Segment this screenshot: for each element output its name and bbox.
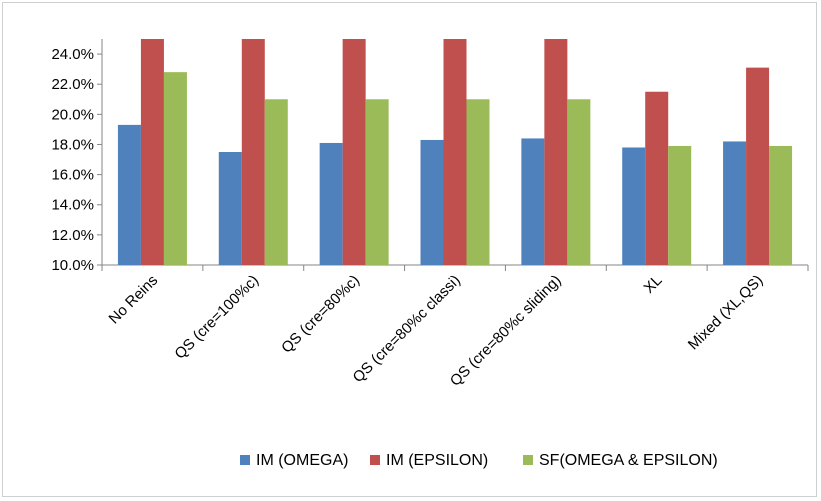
legend-label: SF(OMEGA & EPSILON): [539, 452, 718, 469]
bar: [544, 39, 568, 265]
bar: [645, 91, 669, 265]
legend-swatch: [370, 455, 380, 465]
bar: [420, 139, 444, 265]
y-tick-label: 16.0%: [51, 167, 94, 184]
bar: [622, 147, 646, 265]
category-label: No Reins: [106, 272, 162, 328]
bar: [218, 152, 242, 265]
bar: [117, 124, 141, 265]
bar: [668, 145, 692, 265]
y-tick-label: 20.0%: [51, 106, 94, 123]
bar: [466, 99, 490, 266]
bar: [567, 99, 591, 266]
bar: [723, 141, 747, 265]
legend-label: IM (EPSILON): [386, 452, 488, 469]
bar: [443, 39, 467, 265]
bar: [163, 72, 187, 265]
category-label: QS (cre=80%c classi): [350, 272, 464, 386]
bar: [241, 39, 265, 265]
category-label: XL: [641, 272, 666, 297]
category-label: Mixed (XL,QS): [685, 272, 767, 354]
category-label: QS (cre=80%c): [278, 272, 363, 357]
bar: [521, 138, 545, 265]
legend-swatch: [523, 455, 533, 465]
y-tick-label: 18.0%: [51, 136, 94, 153]
y-tick-label: 12.0%: [51, 227, 94, 244]
bar: [342, 39, 366, 265]
bar: [746, 67, 770, 265]
y-tick-label: 24.0%: [51, 46, 94, 63]
bar: [769, 145, 793, 265]
bar: [365, 99, 389, 266]
legend-swatch: [240, 455, 250, 465]
y-tick-label: 10.0%: [51, 257, 94, 274]
category-label: QS (cre=80%c sliding): [447, 272, 565, 390]
y-tick-label: 22.0%: [51, 76, 94, 93]
category-label: QS (cre=100%c): [171, 272, 262, 363]
bar: [264, 99, 288, 266]
bar: [319, 142, 343, 265]
legend-label: IM (OMEGA): [256, 452, 348, 469]
bar: [140, 39, 164, 265]
y-tick-label: 14.0%: [51, 197, 94, 214]
